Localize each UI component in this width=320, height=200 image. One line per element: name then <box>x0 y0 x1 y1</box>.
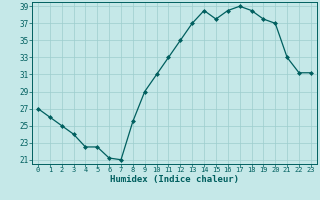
X-axis label: Humidex (Indice chaleur): Humidex (Indice chaleur) <box>110 175 239 184</box>
